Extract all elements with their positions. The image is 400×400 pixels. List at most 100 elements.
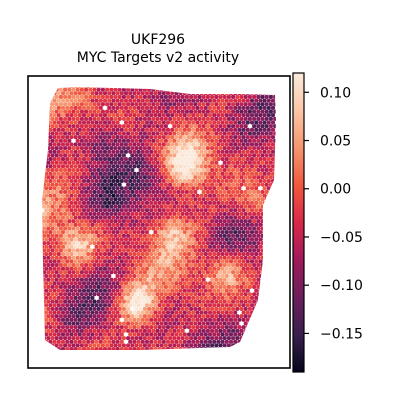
spot: [203, 252, 208, 257]
spot: [71, 197, 76, 202]
spot: [77, 120, 82, 125]
spot: [205, 182, 210, 187]
spot: [113, 204, 118, 209]
spot: [218, 292, 223, 297]
spot: [201, 270, 206, 275]
spot: [75, 138, 80, 143]
spot: [151, 255, 156, 260]
spot: [195, 281, 200, 286]
spot: [180, 263, 185, 268]
spot: [71, 146, 76, 151]
spot: [216, 193, 221, 198]
spot: [94, 273, 99, 279]
spot: [176, 292, 181, 297]
spot: [205, 153, 210, 158]
spot: [180, 255, 185, 260]
spot: [119, 149, 124, 154]
spot: [165, 266, 171, 271]
spot: [52, 105, 57, 110]
spot: [138, 314, 143, 319]
spot: [252, 241, 257, 246]
spot: [210, 138, 215, 143]
spot: [115, 222, 120, 227]
spot: [115, 142, 120, 147]
spot: [42, 303, 45, 308]
spot: [100, 146, 105, 151]
spot: [123, 142, 129, 147]
spot: [157, 252, 162, 257]
spot: [44, 303, 49, 308]
spot: [191, 105, 196, 110]
spot: [228, 105, 234, 110]
spot: [218, 299, 223, 304]
spot: [96, 248, 101, 253]
spot: [161, 113, 166, 118]
spot: [96, 219, 101, 224]
spot: [48, 259, 53, 264]
spot: [189, 219, 194, 224]
spot: [92, 124, 97, 129]
spot: [94, 317, 99, 322]
spot: [142, 182, 147, 187]
spot: [264, 255, 269, 260]
spot: [98, 171, 103, 176]
spot: [237, 237, 242, 242]
spot: [270, 200, 276, 205]
spot: [107, 105, 112, 110]
spot: [195, 266, 200, 271]
spot: [195, 310, 200, 315]
spot: [96, 270, 101, 275]
spot: [117, 153, 122, 158]
spot: [239, 160, 244, 165]
spot: [180, 182, 185, 187]
spot: [199, 332, 204, 337]
spot: [193, 160, 198, 165]
spot: [224, 178, 229, 184]
spot: [52, 208, 57, 213]
spot: [44, 164, 49, 169]
spot: [245, 230, 250, 235]
spot: [56, 98, 61, 103]
spot: [71, 219, 76, 224]
spot: [252, 87, 257, 92]
spot: [48, 339, 53, 344]
spot: [222, 270, 227, 275]
spot: [86, 200, 91, 205]
spot: [186, 215, 192, 220]
spot: [84, 175, 89, 180]
spot: [138, 263, 143, 268]
spot: [157, 237, 162, 242]
spot: [88, 306, 93, 311]
spot: [86, 171, 91, 176]
spot: [75, 94, 80, 100]
spot: [191, 303, 196, 308]
spot: [136, 244, 141, 249]
spot: [67, 160, 72, 165]
spot: [258, 142, 263, 147]
spot: [195, 193, 200, 198]
spot: [235, 175, 240, 180]
spot: [186, 310, 192, 315]
spot: [258, 347, 263, 350]
spot: [165, 230, 171, 235]
spot: [63, 343, 68, 348]
spot: [180, 102, 185, 107]
spot: [245, 215, 250, 220]
spot: [56, 149, 61, 154]
spot: [151, 219, 156, 224]
spot: [126, 124, 131, 129]
spot: [88, 233, 93, 238]
spot: [155, 102, 160, 107]
spot: [136, 281, 141, 286]
spot: [159, 226, 164, 231]
spot: [157, 317, 162, 322]
spot: [58, 241, 63, 246]
spot: [107, 135, 112, 140]
spot: [243, 124, 248, 129]
spot: [77, 215, 82, 220]
spot: [178, 244, 183, 249]
spot: [218, 226, 223, 231]
spot: [214, 94, 219, 100]
spot: [172, 263, 177, 268]
spot: [54, 226, 59, 231]
